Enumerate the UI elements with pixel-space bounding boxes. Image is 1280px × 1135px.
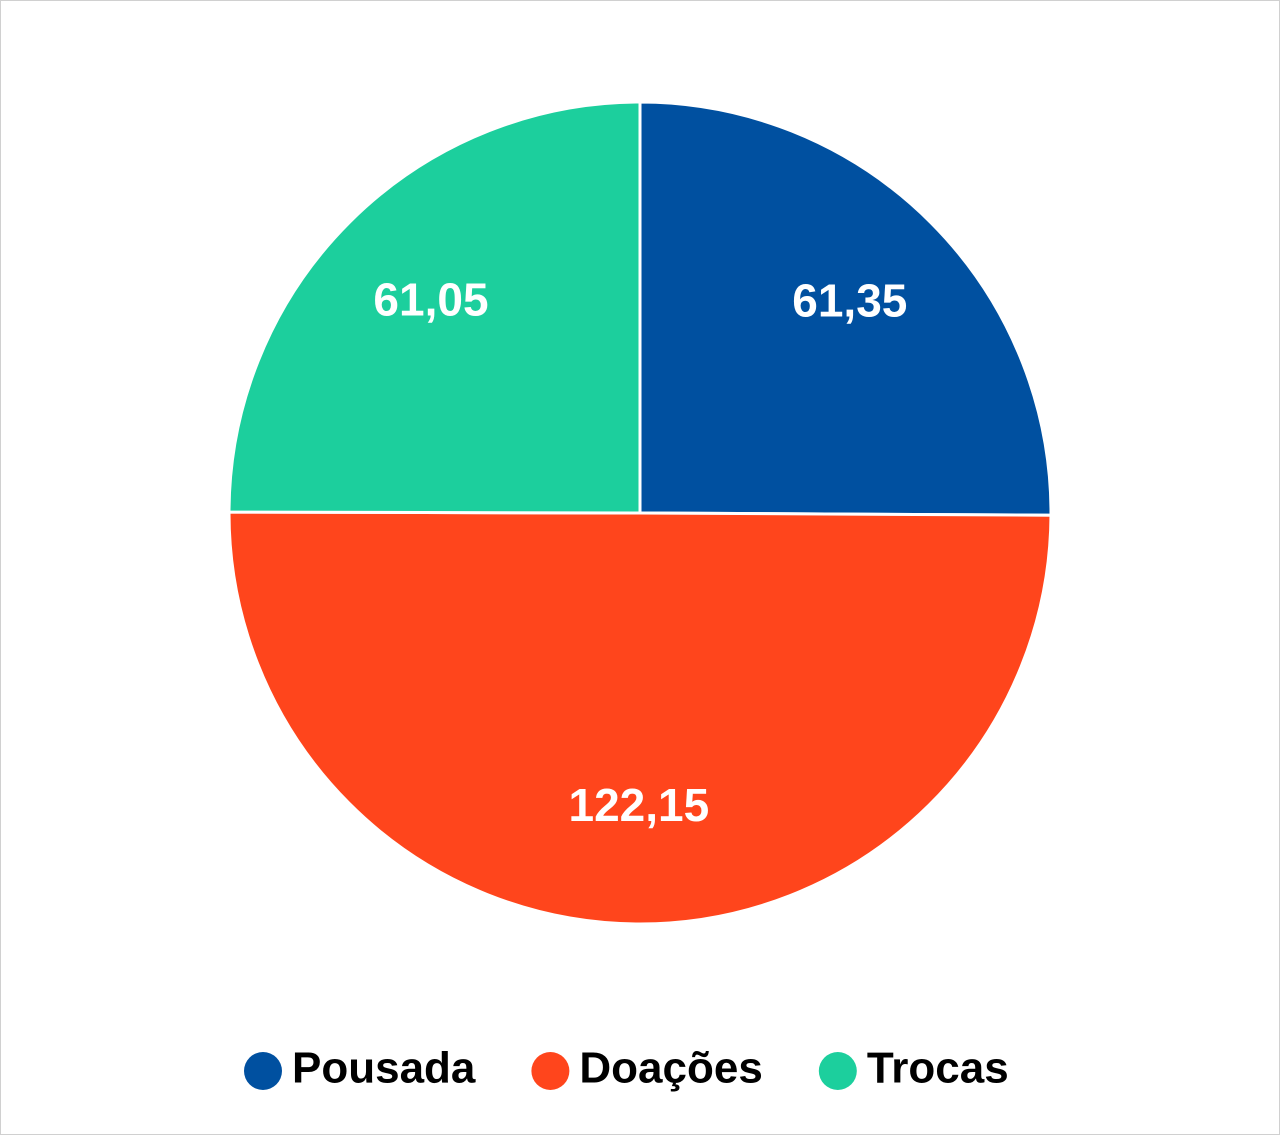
legend-label: Doações bbox=[579, 1044, 762, 1093]
legend-label: Trocas bbox=[867, 1044, 1009, 1093]
legend-swatch bbox=[244, 1052, 282, 1090]
pie-slice bbox=[638, 100, 1053, 517]
data-label: 61,35 bbox=[792, 274, 907, 326]
legend-label: Pousada bbox=[292, 1044, 476, 1093]
pie-slice bbox=[227, 510, 1053, 925]
data-label: 61,05 bbox=[373, 274, 488, 326]
legend-swatch bbox=[818, 1052, 857, 1090]
data-label: 122,15 bbox=[569, 779, 710, 831]
pie-slice bbox=[227, 100, 642, 515]
legend-swatch bbox=[531, 1052, 570, 1090]
